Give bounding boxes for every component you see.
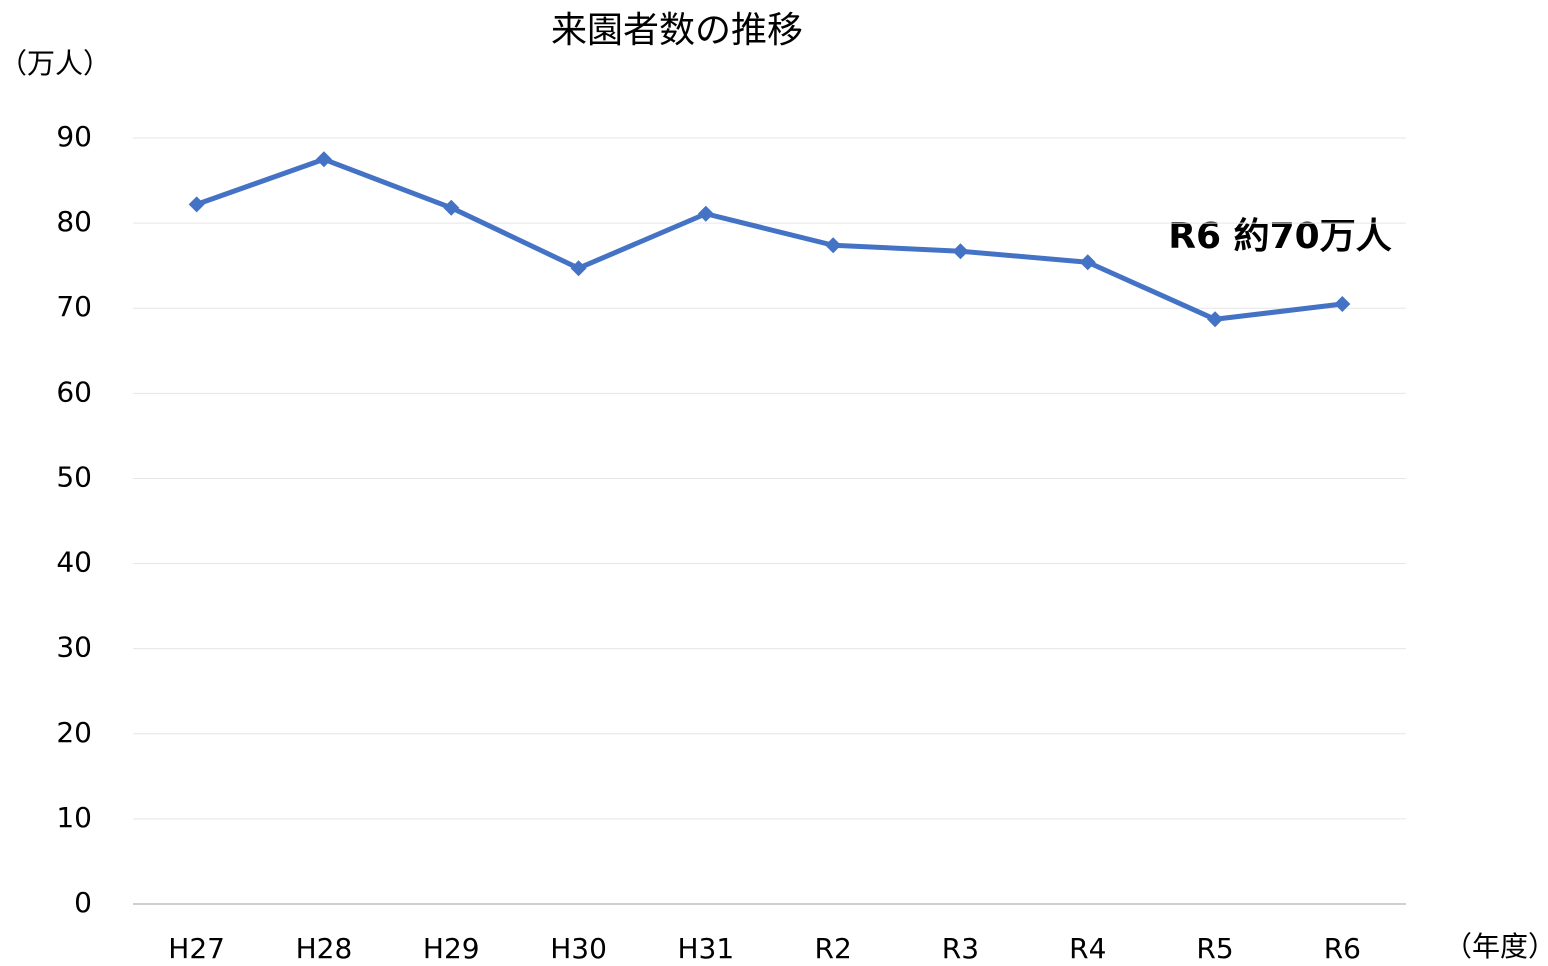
x-tick-label: R3 — [942, 932, 979, 965]
x-tick-label: H28 — [296, 932, 353, 965]
y-tick-label: 20 — [56, 716, 92, 749]
y-tick-label: 70 — [56, 290, 92, 323]
x-tick-label: R6 — [1324, 932, 1361, 965]
x-tick-label: R5 — [1196, 932, 1233, 965]
marker — [443, 199, 460, 216]
marker — [315, 151, 332, 168]
y-tick-label: 80 — [56, 205, 92, 238]
marker — [825, 237, 842, 254]
chart-title: 来園者数の推移 — [551, 10, 803, 51]
y-axis-label: （万人） — [0, 47, 111, 80]
y-tick-label: 10 — [56, 801, 92, 834]
x-tick-label: R4 — [1069, 932, 1106, 965]
annotation: R6 約70万人 — [1168, 216, 1391, 257]
marker — [570, 260, 587, 277]
marker — [952, 243, 969, 260]
marker — [1334, 295, 1351, 312]
marker — [188, 196, 205, 213]
line — [195, 156, 1343, 322]
x-tick-label: H30 — [550, 932, 607, 965]
marker — [1207, 311, 1224, 328]
y-tick-label: 30 — [56, 631, 92, 664]
x-tick-label: H27 — [168, 932, 225, 965]
y-tick-label: 90 — [56, 120, 92, 153]
marker — [697, 205, 714, 222]
x-tick-label: R2 — [815, 932, 852, 965]
y-tick-label: 60 — [56, 375, 92, 408]
marker — [1079, 254, 1096, 271]
x-tick-label: H31 — [678, 932, 735, 965]
x-axis-label: （年度） — [1444, 930, 1548, 963]
y-tick-label: 0 — [74, 886, 92, 919]
y-tick-label: 50 — [56, 460, 92, 493]
x-tick-label: H29 — [423, 932, 480, 965]
y-tick-label: 40 — [56, 546, 92, 579]
